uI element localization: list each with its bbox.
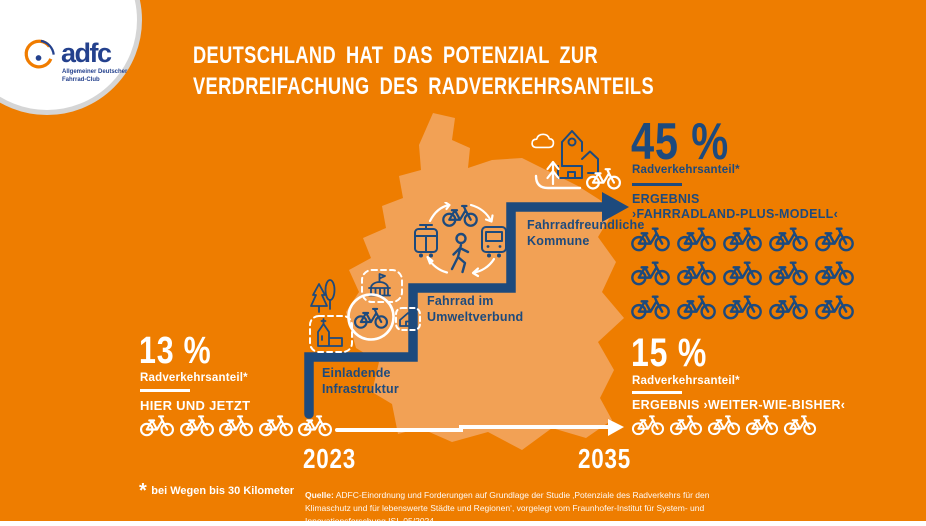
bicycle-icon: [676, 225, 717, 252]
pictograph-current: [139, 413, 333, 437]
bicycle-icon: [630, 293, 671, 320]
up-arrow-icon: [546, 160, 560, 186]
title-line-2: VERDREIFACHUNG DES RADVERKEHRSANTEILS: [193, 73, 654, 101]
pictograph-bau: [631, 413, 817, 436]
umweltverbund-icon-cluster: [414, 202, 507, 278]
stat-plus-result-line1: ERGEBNIS: [632, 192, 700, 206]
bicycle-icon: [353, 307, 389, 329]
bicycle-icon: [297, 413, 333, 437]
bicycle-icon: [722, 293, 763, 320]
bicycle-icon: [630, 225, 671, 252]
ground-line: [534, 174, 582, 190]
bicycle-icon: [179, 413, 215, 437]
source-text: ADFC-Einordnung und Forderungen auf Grun…: [305, 490, 710, 526]
stat-current-value: 13 %: [139, 330, 212, 372]
church-icon: [317, 318, 343, 347]
bicycle-icon: [258, 413, 294, 437]
infrastructure-icon-cluster: [309, 269, 421, 353]
timeline-arrow: [335, 425, 612, 432]
bicycle-icon: [676, 293, 717, 320]
adfc-wordmark: adfc: [61, 38, 112, 68]
bicycle-icon: [722, 259, 763, 286]
cycle-arrows-icon: [426, 202, 496, 278]
divider: [632, 391, 682, 394]
bicycle-icon: [139, 413, 175, 437]
stat-bau-result: ERGEBNIS ›WEITER-WIE-BISHER‹: [632, 398, 846, 412]
source-note: Quelle: ADFC-Einordnung und Forderungen …: [305, 489, 719, 526]
stat-current-result: HIER UND JETZT: [140, 398, 251, 413]
bicycle-icon: [768, 259, 809, 286]
stat-current-label: Radverkehrsanteil*: [140, 372, 248, 384]
dashed-frame: [361, 269, 403, 303]
divider: [632, 183, 682, 186]
kommune-icon-cluster: [531, 130, 622, 190]
dashed-frame: [395, 307, 421, 331]
bus-icon: [481, 226, 507, 258]
title-line-1: DEUTSCHLAND HAT DAS POTENZIAL ZUR: [193, 42, 599, 69]
staircase-arrow: [304, 202, 609, 419]
source-label: Quelle:: [305, 490, 334, 500]
adfc-subtitle: Allgemeiner Deutscher Fahrrad-Club: [62, 69, 128, 83]
town-buildings-icon: [557, 130, 599, 179]
tram-icon: [414, 224, 438, 258]
staircase-arrowhead-icon: [602, 192, 629, 222]
step-label-infrastruktur: Einladende Infrastruktur: [322, 366, 399, 396]
cloud-icon: [531, 133, 555, 149]
step-label-kommune: Fahrradfreundliche Kommune: [527, 218, 645, 248]
bicycle-icon: [707, 413, 741, 436]
footnote-text: bei Wegen bis 30 Kilometer: [151, 485, 295, 497]
divider: [140, 389, 190, 392]
bicycle-icon: [631, 413, 665, 436]
house-icon: [399, 312, 417, 327]
government-building-icon: [368, 273, 391, 297]
stat-bau-label: Radverkehrsanteil*: [632, 375, 740, 387]
bottom-border: [0, 521, 926, 526]
germany-map-icon: [346, 113, 624, 450]
stat-bau-value: 15 %: [631, 331, 708, 375]
bicycle-icon: [669, 413, 703, 436]
bicycle-icon: [442, 204, 478, 227]
bicycle-icon: [676, 259, 717, 286]
dashed-frame: [309, 315, 353, 353]
bicycle-icon: [814, 259, 855, 286]
bicycle-icon: [745, 413, 779, 436]
poplar-tree-icon: [324, 279, 336, 310]
pictograph-plus-model: [630, 225, 862, 320]
stat-plus-value: 45 %: [631, 113, 730, 171]
bicycle-icon: [768, 293, 809, 320]
asterisk-marker: *: [139, 480, 147, 502]
stat-plus-result-line2: ›FAHRRADLAND-PLUS-MODELL‹: [632, 207, 839, 221]
timeline-arrowhead-icon: [608, 419, 624, 436]
bicycle-icon: [814, 225, 855, 252]
bicycle-icon: [768, 225, 809, 252]
pine-tree-icon: [310, 283, 328, 313]
bicycle-icon: [722, 225, 763, 252]
adfc-logo-mark-icon: [24, 39, 55, 69]
bicycle-icon: [218, 413, 254, 437]
timeline-start-year: 2023: [303, 443, 357, 474]
bicycle-icon: [630, 259, 671, 286]
footnote: * bei Wegen bis 30 Kilometer: [139, 480, 294, 503]
bicycle-icon: [814, 293, 855, 320]
pedestrian-icon: [450, 232, 470, 274]
timeline-end-year: 2035: [578, 443, 632, 474]
bicycle-icon: [783, 413, 817, 436]
page-title: DEUTSCHLAND HAT DAS POTENZIAL ZUR VERDRE…: [193, 40, 800, 102]
step-label-umweltverbund: Fahrrad im Umweltverbund: [427, 294, 524, 324]
stat-plus-label: Radverkehrsanteil*: [632, 164, 740, 176]
